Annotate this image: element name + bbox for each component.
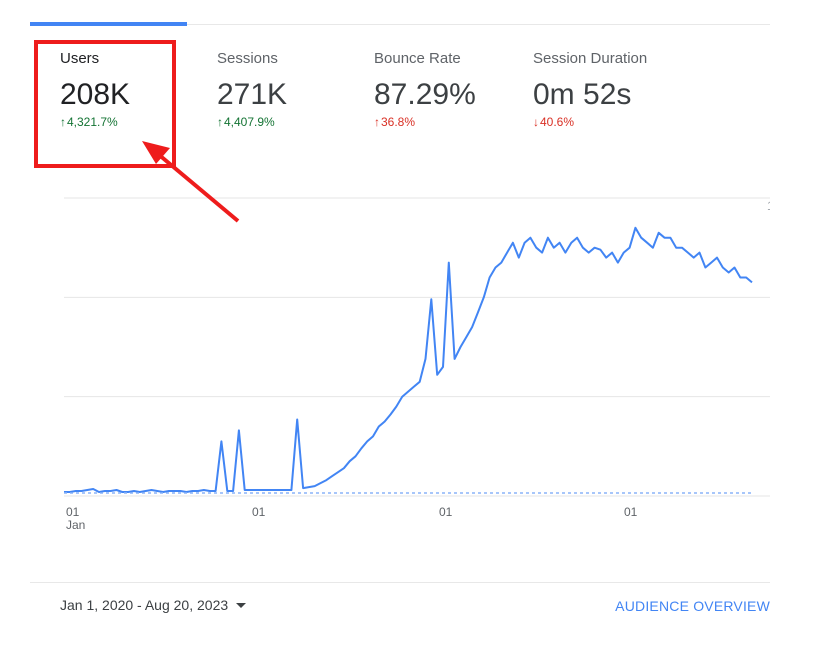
metric-tab-session-duration[interactable]: Session Duration 0m 52s ↓40.6% <box>533 50 683 129</box>
selected-tab-indicator <box>30 22 187 26</box>
metric-change: ↑4,407.9% <box>217 115 367 129</box>
metric-label: Users <box>60 50 100 67</box>
x-tick-label: 01 Jan <box>66 505 85 532</box>
metric-change-value: 40.6% <box>540 115 575 129</box>
metric-value: 0m 52s <box>533 78 632 111</box>
metric-value: 208K <box>60 78 131 111</box>
metric-label: Sessions <box>217 50 278 67</box>
x-tick-label: 01 <box>624 505 638 519</box>
metric-tab-sessions[interactable]: Sessions 271K ↑4,407.9% <box>217 50 367 129</box>
x-tick-label: 01 <box>439 505 453 519</box>
top-divider <box>187 24 770 25</box>
metric-label: Bounce Rate <box>374 50 461 67</box>
audience-overview-link[interactable]: AUDIENCE OVERVIEW <box>615 598 770 614</box>
metric-change: ↑4,321.7% <box>60 115 210 129</box>
date-range-label: Jan 1, 2020 - Aug 20, 2023 <box>60 597 229 613</box>
metric-change: ↑36.8% <box>374 115 524 129</box>
metric-label: Session Duration <box>533 50 648 67</box>
metric-change: ↓40.6% <box>533 115 683 129</box>
metric-change-value: 4,407.9% <box>224 115 275 129</box>
metric-value: 87.29% <box>374 78 476 111</box>
arrow-up-icon: ↑ <box>374 115 380 129</box>
annotation-highlight-box <box>34 40 176 168</box>
date-range-selector[interactable]: Jan 1, 2020 - Aug 20, 2023 <box>60 597 247 613</box>
arrow-up-icon: ↑ <box>217 115 223 129</box>
chevron-down-icon <box>236 602 247 608</box>
series-line-primary <box>64 226 753 493</box>
metric-value: 271K <box>217 78 288 111</box>
metric-change-value: 4,321.7% <box>67 115 118 129</box>
y-tick-label: 1 <box>767 199 770 213</box>
metric-tab-bounce-rate[interactable]: Bounce Rate 87.29% ↑36.8% <box>374 50 524 129</box>
x-tick-label: 01 <box>252 505 266 519</box>
footer-divider <box>30 582 770 583</box>
audience-card: Users 208K ↑4,321.7% Sessions 271K ↑4,40… <box>30 0 770 649</box>
arrow-down-icon: ↓ <box>533 115 539 129</box>
metric-tab-users[interactable]: Users 208K ↑4,321.7% <box>60 50 210 129</box>
metric-change-value: 36.8% <box>381 115 416 129</box>
arrow-up-icon: ↑ <box>60 115 66 129</box>
